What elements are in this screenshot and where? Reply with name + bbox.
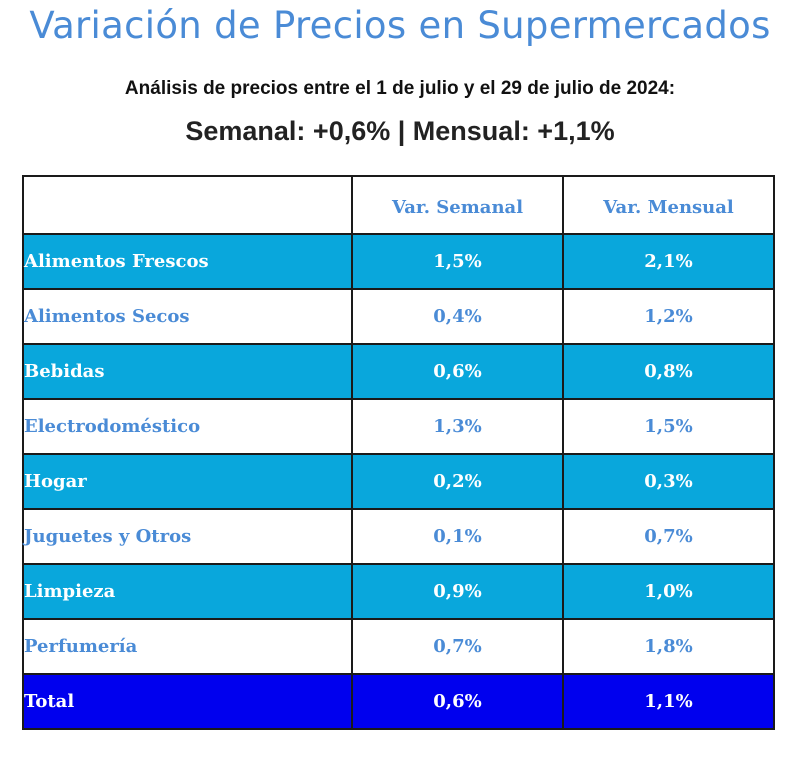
header-var-mensual: Var. Mensual — [562, 175, 775, 235]
table-row: Juguetes y Otros 0,1% 0,7% — [22, 508, 775, 565]
table-row: Electrodoméstico 1,3% 1,5% — [22, 398, 775, 455]
var-semanal-cell: 0,7% — [351, 618, 564, 675]
table-row: Limpieza 0,9% 1,0% — [22, 563, 775, 620]
category-cell: Alimentos Frescos — [22, 233, 353, 290]
var-mensual-cell: 0,8% — [562, 343, 775, 400]
category-cell: Hogar — [22, 453, 353, 510]
table-row: Alimentos Frescos 1,5% 2,1% — [22, 233, 775, 290]
table-header-row: Var. Semanal Var. Mensual — [22, 175, 775, 235]
price-table: Var. Semanal Var. Mensual Alimentos Fres… — [22, 175, 775, 730]
category-cell: Bebidas — [22, 343, 353, 400]
table-row: Alimentos Secos 0,4% 1,2% — [22, 288, 775, 345]
var-mensual-cell: 2,1% — [562, 233, 775, 290]
var-semanal-cell: 0,6% — [351, 673, 564, 730]
var-mensual-cell: 1,1% — [562, 673, 775, 730]
category-cell: Alimentos Secos — [22, 288, 353, 345]
var-mensual-cell: 0,3% — [562, 453, 775, 510]
table-row: Perfumería 0,7% 1,8% — [22, 618, 775, 675]
var-mensual-cell: 0,7% — [562, 508, 775, 565]
var-semanal-cell: 0,4% — [351, 288, 564, 345]
category-cell: Juguetes y Otros — [22, 508, 353, 565]
header-var-semanal: Var. Semanal — [351, 175, 564, 235]
header-category — [22, 175, 353, 235]
var-mensual-cell: 1,0% — [562, 563, 775, 620]
category-cell: Electrodoméstico — [22, 398, 353, 455]
table-body: Alimentos Frescos 1,5% 2,1% Alimentos Secos… — [22, 233, 775, 730]
var-semanal-cell: 1,3% — [351, 398, 564, 455]
category-cell: Perfumería — [22, 618, 353, 675]
var-semanal-cell: 0,2% — [351, 453, 564, 510]
summary-line: Semanal: +0,6% | Mensual: +1,1% — [185, 116, 615, 146]
var-semanal-cell: 0,9% — [351, 563, 564, 620]
category-cell: Limpieza — [22, 563, 353, 620]
var-semanal-cell: 1,5% — [351, 233, 564, 290]
var-mensual-cell: 1,2% — [562, 288, 775, 345]
table-row: Hogar 0,2% 0,3% — [22, 453, 775, 510]
table-row: Bebidas 0,6% 0,8% — [22, 343, 775, 400]
var-semanal-cell: 0,1% — [351, 508, 564, 565]
page-title: Variación de Precios en Supermercados — [29, 4, 771, 47]
var-semanal-cell: 0,6% — [351, 343, 564, 400]
var-mensual-cell: 1,5% — [562, 398, 775, 455]
var-mensual-cell: 1,8% — [562, 618, 775, 675]
subtitle: Análisis de precios entre el 1 de julio … — [124, 78, 676, 99]
category-cell: Total — [22, 673, 353, 730]
table-row-total: Total 0,6% 1,1% — [22, 673, 775, 730]
